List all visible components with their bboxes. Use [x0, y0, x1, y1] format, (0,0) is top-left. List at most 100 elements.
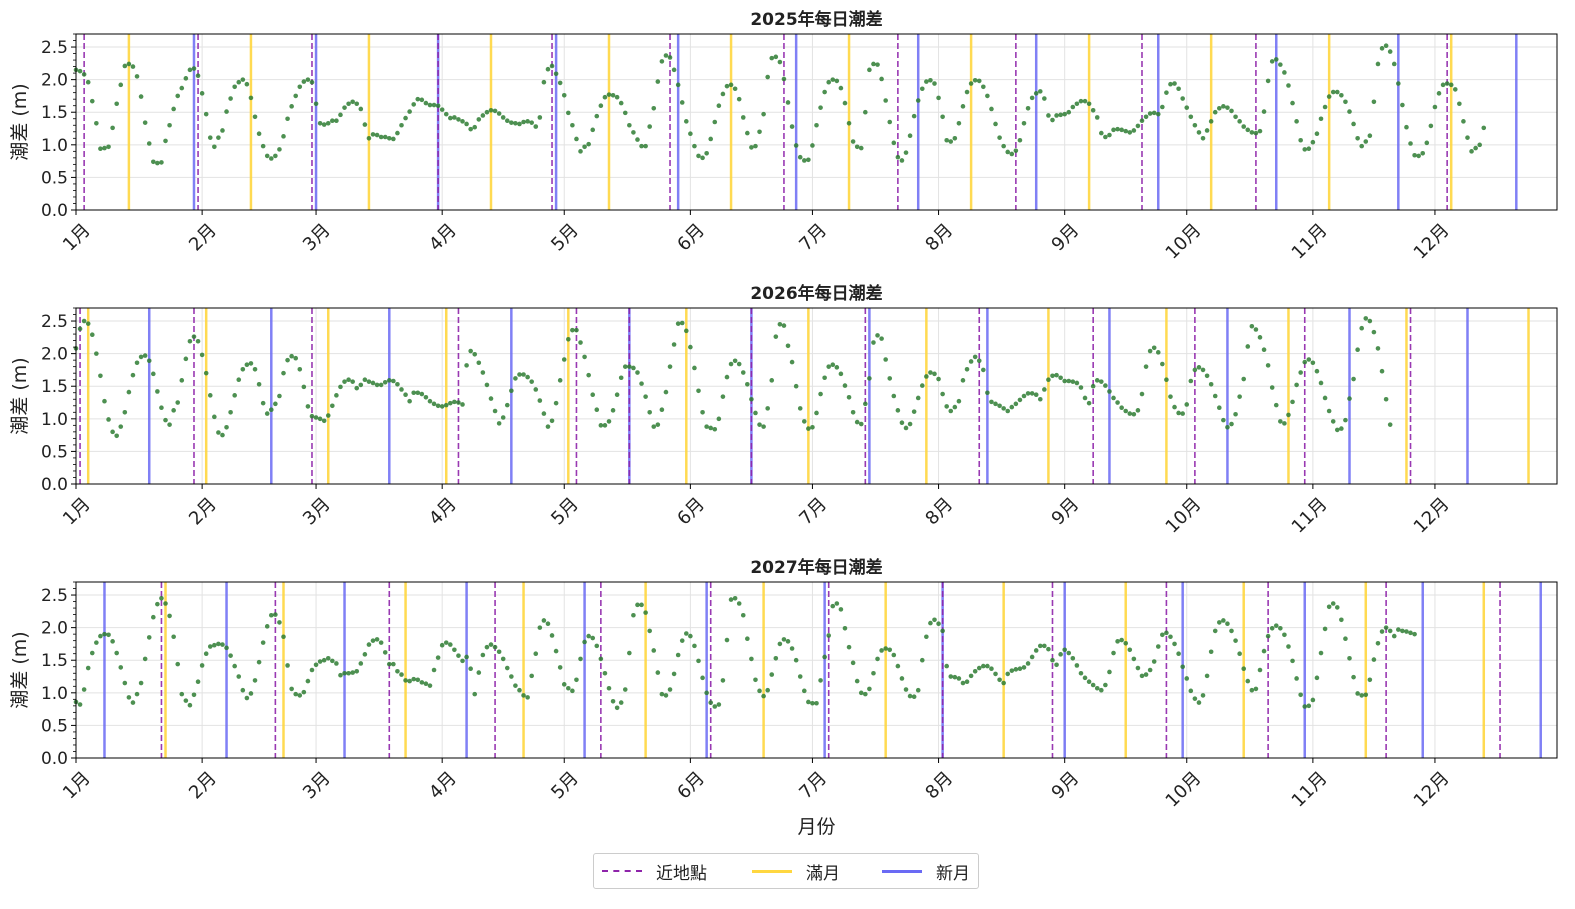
data-point: [1054, 113, 1059, 118]
data-point: [928, 77, 933, 83]
data-point: [1143, 672, 1149, 677]
data-point: [643, 610, 648, 615]
data-point: [936, 621, 941, 627]
data-point: [435, 103, 441, 109]
data-point: [1269, 59, 1275, 64]
data-point: [732, 86, 738, 92]
data-point: [863, 401, 868, 407]
data-point: [1196, 365, 1202, 370]
data-point: [163, 417, 168, 423]
data-point: [1379, 368, 1385, 374]
data-point: [126, 695, 132, 700]
data-point: [191, 334, 197, 339]
data-point: [627, 650, 632, 656]
data-point: [89, 98, 95, 104]
data-point: [134, 74, 140, 79]
data-point: [195, 73, 201, 79]
data-point: [1294, 119, 1299, 124]
data-point: [179, 691, 185, 697]
data-point: [635, 370, 640, 375]
data-point: [1058, 652, 1063, 657]
data-point: [736, 361, 742, 367]
data-point: [1131, 411, 1137, 417]
data-point: [814, 410, 819, 416]
data-point: [1180, 664, 1185, 670]
data-point: [443, 402, 449, 408]
data-point: [1111, 650, 1116, 656]
data-point: [915, 98, 921, 103]
data-point: [1330, 601, 1336, 606]
data-point: [513, 683, 518, 688]
chart-panel-2: 0.0 0.5 1.0 1.5 2.0 2.5 1月 2月 3月 4月 5月 6月 7月 8月 9月 10月 1…: [9, 283, 1558, 538]
data-point: [285, 357, 290, 363]
data-point: [94, 351, 99, 356]
data-point: [631, 612, 636, 618]
data-point: [155, 389, 160, 394]
data-point: [1383, 625, 1389, 630]
data-point: [305, 404, 311, 409]
data-point: [1009, 668, 1015, 673]
data-point: [952, 674, 958, 680]
data-point: [334, 393, 339, 398]
data-point: [932, 81, 937, 86]
data-point: [1058, 375, 1063, 381]
data-point: [1172, 81, 1177, 86]
data-point: [944, 404, 949, 409]
data-point: [720, 394, 726, 399]
data-point: [167, 122, 172, 128]
data-point: [1225, 621, 1230, 627]
data-point: [724, 637, 730, 643]
data-point: [85, 321, 91, 326]
data-point: [142, 656, 148, 662]
data-point: [496, 649, 502, 655]
data-point: [248, 691, 254, 696]
data-point: [736, 601, 742, 606]
data-point: [354, 101, 360, 107]
data-point: [919, 383, 925, 388]
data-point: [525, 374, 530, 380]
x-tick-label: 11月: [1288, 494, 1332, 538]
data-point: [407, 398, 412, 404]
data-point: [1408, 630, 1413, 636]
data-point: [1290, 658, 1295, 664]
data-point: [1286, 412, 1291, 418]
data-point: [728, 597, 734, 602]
data-point: [981, 367, 986, 373]
data-point: [1314, 131, 1320, 137]
data-point: [956, 398, 962, 404]
data-point: [309, 79, 315, 85]
data-point: [1306, 146, 1312, 152]
data-point: [1184, 105, 1190, 110]
data-point: [423, 100, 429, 106]
data-point: [854, 144, 860, 150]
data-point: [1265, 633, 1271, 639]
data-point: [1208, 119, 1214, 124]
data-point: [765, 74, 770, 80]
data-point: [598, 656, 604, 662]
data-point: [1127, 130, 1133, 135]
y-tick-label: 2.5: [41, 586, 68, 606]
data-point: [1021, 393, 1027, 399]
data-point: [1021, 121, 1027, 126]
data-point: [1359, 693, 1365, 698]
x-tick-label: 10月: [1162, 220, 1206, 264]
x-tick-label: 3月: [299, 220, 335, 256]
data-point: [675, 82, 681, 88]
data-point: [643, 143, 648, 149]
data-point: [850, 409, 856, 415]
data-point: [1387, 628, 1393, 634]
data-point: [207, 135, 213, 140]
data-point: [1103, 134, 1108, 140]
data-point: [1355, 691, 1360, 696]
data-point: [838, 607, 844, 612]
data-point: [163, 601, 168, 606]
chart-panel-1: 0.0 0.5 1.0 1.5 2.0 2.5 1月 2月 3月 4月 5月 6月 7月 8月 9月 10月 1…: [9, 9, 1558, 264]
data-point: [220, 128, 225, 133]
data-point: [606, 685, 612, 691]
data-point: [1318, 650, 1324, 656]
data-point: [448, 400, 453, 406]
data-point: [1111, 127, 1116, 133]
data-point: [561, 92, 567, 98]
data-point: [651, 648, 657, 653]
data-point: [1033, 392, 1039, 397]
